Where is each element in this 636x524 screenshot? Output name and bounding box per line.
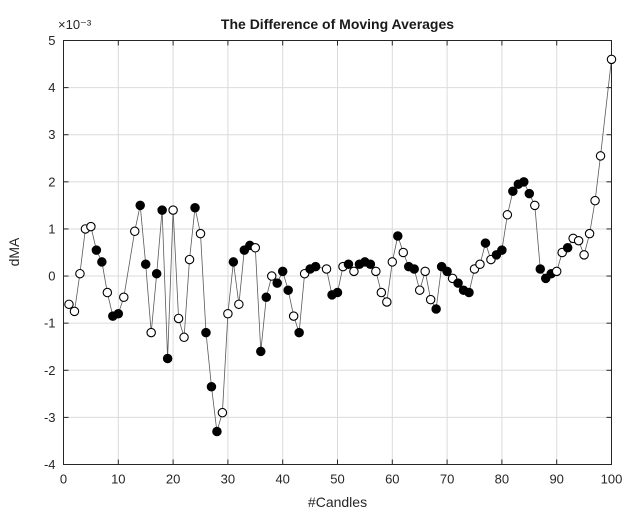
svg-text:60: 60 (385, 472, 399, 487)
svg-text:-1: -1 (44, 316, 56, 331)
svg-text:30: 30 (221, 472, 235, 487)
svg-text:-2: -2 (44, 363, 56, 378)
y-axis-exponent-label: ×10⁻³ (58, 17, 92, 32)
svg-text:50: 50 (330, 472, 344, 487)
svg-text:4: 4 (48, 80, 55, 95)
svg-text:70: 70 (440, 472, 454, 487)
svg-text:3: 3 (48, 127, 55, 142)
svg-text:-4: -4 (44, 457, 56, 472)
y-axis-label: dMA (6, 237, 22, 267)
x-axis-label: #Candles (307, 494, 368, 510)
svg-text:80: 80 (495, 472, 509, 487)
svg-text:2: 2 (48, 174, 55, 189)
svg-text:10: 10 (111, 472, 125, 487)
svg-text:5: 5 (48, 33, 55, 48)
svg-text:-3: -3 (44, 410, 56, 425)
svg-text:0: 0 (48, 269, 55, 284)
chart-title: The Difference of Moving Averages (220, 16, 455, 32)
svg-text:40: 40 (275, 472, 289, 487)
svg-text:20: 20 (166, 472, 180, 487)
svg-text:100: 100 (601, 472, 623, 487)
svg-text:90: 90 (549, 472, 563, 487)
svg-text:1: 1 (48, 221, 55, 236)
svg-text:0: 0 (60, 472, 67, 487)
